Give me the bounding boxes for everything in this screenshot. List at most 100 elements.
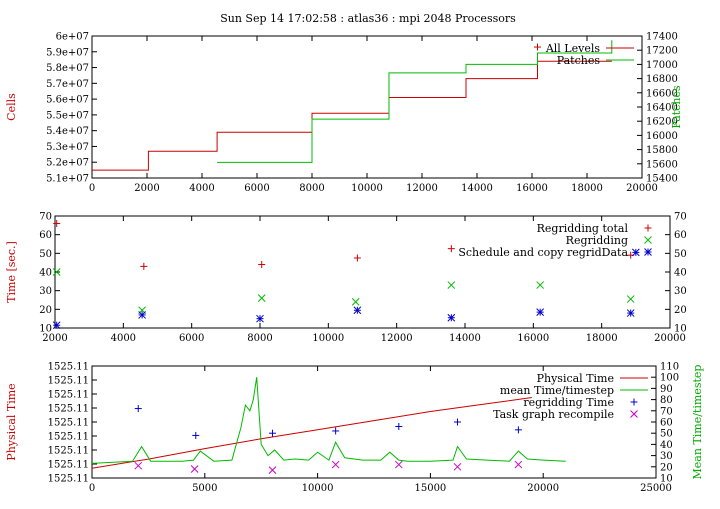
data-point-regridding	[257, 294, 266, 302]
data-point-task-graph-recompile	[394, 460, 403, 469]
y-tick-label: 5.8e+07	[46, 63, 89, 74]
y2-tick-label: 17400	[646, 32, 678, 43]
data-point-regridding-time	[268, 429, 276, 437]
data-point-regridding	[536, 281, 545, 289]
series-line-all-levels	[92, 60, 612, 171]
legend-label: regridding Time	[523, 396, 614, 409]
x-tick-label: 18000	[571, 183, 603, 194]
x-tick-label: 25000	[640, 483, 672, 494]
chart-panel-2: 2000 4000 6000 8000 10000 12000 14000 16000 1800…	[5, 212, 687, 345]
y-tick-label: 5.2e+07	[46, 158, 89, 169]
data-point-schedule-and-copy-regriddata	[631, 248, 640, 257]
y-tick-label: 1525.11	[48, 446, 89, 457]
data-point-regridding-total	[140, 262, 148, 270]
data-point-task-graph-recompile	[514, 460, 523, 469]
y-tick-label: 1525.11	[48, 474, 89, 485]
y2-tick-label: 15400	[646, 174, 678, 185]
x-tick-label: 0	[89, 483, 95, 494]
x-tick-label: 10000	[351, 183, 383, 194]
y2-axis-label: Patches	[670, 85, 683, 129]
y2-tick-label: 70	[660, 406, 673, 417]
data-point-task-graph-recompile	[134, 461, 143, 470]
data-point-regridding-time	[514, 426, 522, 434]
data-point-all-levels	[534, 43, 541, 51]
y2-tick-label: 15600	[646, 159, 678, 170]
data-point-regridding-time	[134, 405, 142, 413]
data-point-schedule-and-copy-regriddata	[138, 311, 146, 319]
data-point-regridding-total	[53, 219, 61, 227]
y2-tick-label: 16000	[646, 131, 678, 142]
y-tick-label: 5.3e+07	[46, 142, 89, 153]
x-tick-label: 16000	[517, 333, 549, 344]
y2-tick-label: 20	[660, 462, 673, 473]
y2-tick-label: 16800	[646, 74, 678, 85]
y2-tick-label: 17200	[646, 46, 678, 57]
y-tick-label: 70	[39, 212, 52, 223]
data-point-schedule-and-copy-regriddata	[256, 314, 264, 323]
legend-marker	[644, 236, 652, 244]
data-point-task-graph-recompile	[268, 466, 277, 475]
y-tick-label: 50	[39, 249, 52, 260]
data-point-regridding-total	[353, 254, 361, 262]
y2-tick-label: 40	[660, 440, 673, 451]
x-tick-label: 20000	[654, 333, 686, 344]
y-axis-label: Time [sec.]	[5, 241, 18, 303]
y-tick-label: 5.4e+07	[46, 126, 89, 137]
y2-tick-label: 15800	[646, 145, 678, 156]
legend-label: Schedule and copy regridData	[458, 246, 628, 259]
data-point-regridding	[626, 295, 635, 303]
data-point-regridding-time	[332, 427, 340, 435]
y-tick-label: 5.9e+07	[46, 47, 89, 58]
y-tick-label: 6e+07	[56, 32, 89, 43]
data-point-schedule-and-copy-regriddata	[353, 306, 362, 315]
y2-tick-label: 16600	[646, 88, 678, 99]
x-tick-label: 10000	[312, 333, 344, 344]
data-point-regridding-time	[192, 431, 200, 439]
y2-tick-label: 80	[660, 395, 673, 406]
y2-tick-label: 10	[674, 324, 687, 335]
data-point-task-graph-recompile	[453, 462, 462, 471]
y2-tick-label: 10	[660, 474, 673, 485]
legend-label: Physical Time	[537, 372, 614, 385]
y-tick-label: 1525.11	[48, 362, 89, 373]
data-point-schedule-and-copy-regriddata	[626, 309, 635, 317]
x-tick-label: 15000	[414, 483, 446, 494]
x-tick-label: 8000	[299, 183, 324, 194]
x-tick-label: 4000	[189, 183, 214, 194]
x-tick-label: 6000	[179, 333, 204, 344]
data-point-regridding-time	[395, 422, 403, 430]
legend-label: Regridding	[566, 234, 628, 247]
data-point-task-graph-recompile	[190, 465, 199, 473]
legend-label: All Levels	[545, 42, 601, 55]
y-tick-label: 30	[39, 286, 52, 297]
x-tick-label: 14000	[449, 333, 481, 344]
legend-label: Task graph recompile	[493, 408, 614, 421]
y2-tick-label: 50	[660, 429, 673, 440]
x-tick-label: 2000	[134, 183, 159, 194]
y-axis-label: Physical Time	[5, 383, 18, 460]
y2-tick-label: 100	[660, 373, 679, 384]
series-line-patches	[217, 40, 613, 163]
y-tick-label: 5.7e+07	[46, 79, 89, 90]
legend-label: mean Time/timestep	[500, 384, 614, 397]
x-tick-label: 12000	[406, 183, 438, 194]
data-point-regridding	[351, 298, 360, 306]
y2-tick-label: 90	[660, 384, 673, 395]
legend-marker	[644, 224, 652, 232]
legend-marker	[644, 248, 652, 256]
data-point-regridding-total	[447, 245, 455, 253]
data-point-schedule-and-copy-regriddata	[52, 321, 61, 330]
data-point-schedule-and-copy-regriddata	[447, 313, 456, 322]
chart-panel-1: 0 2000 4000 6000 8000 10000 12000 14000 16000 180…	[5, 32, 683, 195]
y2-axis-label: Mean Time/timestep	[691, 365, 704, 480]
legend-marker	[630, 410, 638, 418]
y-tick-label: 20	[39, 305, 52, 316]
x-tick-label: 20000	[527, 483, 559, 494]
y-tick-label: 1525.11	[48, 404, 89, 415]
x-tick-label: 0	[89, 183, 95, 194]
x-tick-label: 4000	[111, 333, 136, 344]
y-tick-label: 1525.11	[48, 432, 89, 443]
y-tick-label: 5.5e+07	[46, 110, 89, 121]
x-tick-label: 14000	[461, 183, 493, 194]
